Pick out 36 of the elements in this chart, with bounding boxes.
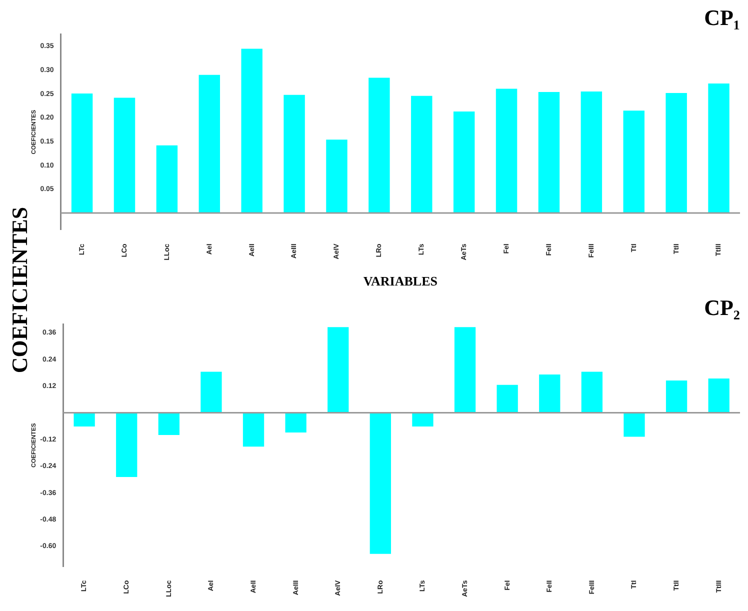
bar: [158, 412, 180, 435]
bar: [284, 94, 305, 214]
bar: [580, 92, 602, 214]
bar: [156, 145, 178, 214]
bar: [370, 412, 391, 554]
bar: [74, 412, 95, 427]
bar: [538, 92, 560, 214]
bar: [708, 83, 730, 214]
bar: [71, 93, 93, 214]
bar: [496, 384, 518, 413]
bar: [539, 374, 560, 413]
bar: [328, 327, 349, 413]
x-axis-title: VARIABLES: [363, 274, 438, 289]
bar: [326, 140, 348, 214]
bar: [666, 92, 687, 214]
bar: [114, 98, 136, 214]
bar: [412, 412, 434, 427]
bar: [241, 48, 262, 214]
bar: [496, 88, 518, 214]
bar: [116, 412, 138, 478]
bar: [454, 327, 476, 413]
text: COEFICIENTES: [7, 206, 33, 376]
bar: [708, 378, 730, 413]
bar: [623, 110, 644, 214]
chart-title: CP₁: [704, 4, 740, 30]
bar: [200, 372, 222, 413]
bar: [242, 412, 264, 447]
chart-title: CP₂: [704, 294, 740, 320]
bar: [198, 74, 220, 214]
bar: [453, 112, 475, 214]
bar: [666, 380, 688, 413]
bar: [368, 78, 390, 214]
bar: [624, 412, 645, 437]
bar: [581, 372, 603, 413]
bar: [411, 96, 432, 214]
bar: [285, 412, 306, 433]
